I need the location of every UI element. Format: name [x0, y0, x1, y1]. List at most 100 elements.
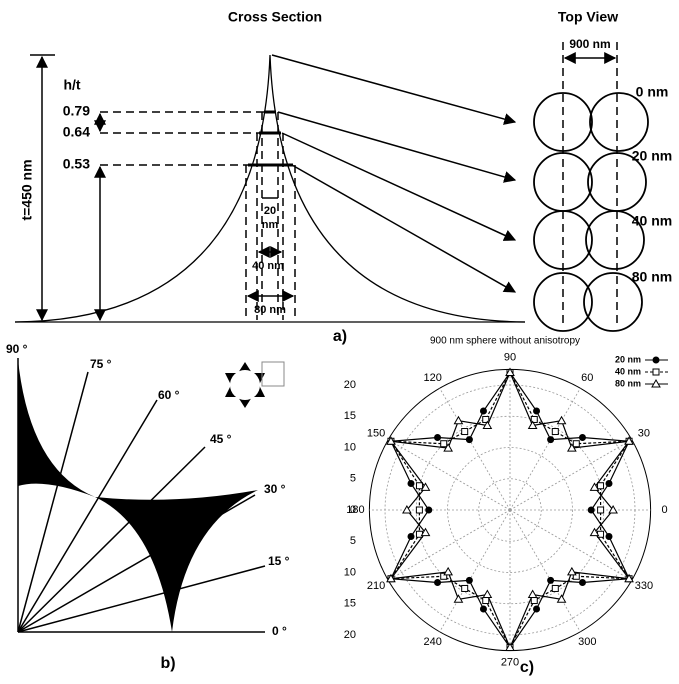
inset-box — [262, 362, 284, 386]
page: Cross Section Top View t=450 nm h/t 0.79… — [0, 0, 679, 684]
point — [425, 507, 432, 514]
angle-label: 75 ° — [90, 357, 112, 371]
width-label: 80 nm — [254, 304, 286, 316]
point — [462, 585, 468, 591]
point — [434, 434, 441, 441]
legend-label: 80 nm — [615, 378, 641, 388]
point — [552, 585, 558, 591]
inset-circle — [230, 370, 260, 400]
point — [483, 591, 491, 598]
r-tick-label: 15 — [344, 598, 356, 610]
ratio: 0.64 — [63, 124, 90, 140]
point — [547, 436, 554, 443]
r-tick-label: 10 — [344, 441, 356, 453]
point — [462, 429, 468, 435]
panel-label: c) — [520, 659, 534, 676]
cross-section-profile — [15, 55, 525, 322]
point — [444, 568, 452, 575]
thickness-label: t=450 nm — [19, 159, 35, 220]
ratio: 0.53 — [63, 156, 90, 172]
r-tick-label: 15 — [344, 410, 356, 422]
ratio: 0.79 — [63, 103, 90, 119]
angle-tick-label: 150 — [367, 428, 385, 440]
angle-label: 45 ° — [210, 432, 232, 446]
angle-tick-label: 90 — [504, 351, 516, 363]
point — [480, 605, 487, 612]
legend-label: 40 nm — [615, 366, 641, 376]
r-tick-label: 20 — [344, 379, 356, 391]
angle-label: 60 ° — [158, 388, 180, 402]
width-label: nm — [262, 219, 279, 231]
angle-label: 0 ° — [272, 624, 287, 638]
angle-label: 30 ° — [264, 482, 286, 496]
angle-tick-label: 60 — [581, 372, 593, 384]
point — [605, 533, 612, 540]
r-tick-label: 5 — [350, 535, 356, 547]
angle-tick-label: 300 — [578, 636, 596, 648]
point — [408, 480, 415, 487]
angle-tick-label: 0 — [662, 504, 668, 516]
point — [483, 598, 489, 604]
point — [588, 507, 595, 514]
spacing-label: 900 nm — [569, 37, 610, 51]
row-label: 40 nm — [632, 213, 672, 229]
point — [454, 417, 462, 424]
point — [416, 531, 422, 537]
point — [552, 429, 558, 435]
point — [416, 507, 422, 513]
point — [598, 531, 604, 537]
angle-label: 90 ° — [6, 342, 28, 356]
point — [466, 436, 473, 443]
row-label: 80 nm — [632, 269, 672, 285]
legend-marker — [653, 357, 660, 364]
point — [531, 598, 537, 604]
r-tick-label: 10 — [344, 566, 356, 578]
angle-tick-label: 30 — [638, 428, 650, 440]
chart-title: 900 nm sphere without anisotropy — [430, 336, 580, 347]
point — [558, 417, 566, 424]
angle-tick-label: 330 — [635, 580, 653, 592]
angle-tick-label: 120 — [424, 372, 442, 384]
point — [441, 441, 447, 447]
point — [579, 434, 586, 441]
point — [533, 408, 540, 415]
point — [573, 441, 579, 447]
row-label: 0 nm — [636, 84, 669, 100]
panel-label: b) — [160, 655, 175, 672]
panel-c: 900 nm sphere without anisotropy c) 0 5 5 1… — [344, 336, 668, 677]
point — [533, 605, 540, 612]
point — [568, 568, 576, 575]
legend-marker — [653, 369, 659, 375]
point — [416, 483, 422, 489]
panel-a-text: Cross Section Top View t=450 nm h/t 0.79… — [19, 9, 673, 346]
figure: Cross Section Top View t=450 nm h/t 0.79… — [0, 0, 679, 684]
point — [466, 577, 473, 584]
angle-tick-label: 210 — [367, 580, 385, 592]
panel-b: 90 ° 75 ° 60 ° 45 ° 30 ° 15 ° 0 ° b) — [6, 342, 290, 672]
row-label: 20 nm — [632, 148, 672, 164]
r-tick-label: 20 — [344, 629, 356, 641]
title: Cross Section — [228, 9, 322, 25]
panel-label: a) — [333, 328, 347, 345]
point — [529, 591, 537, 598]
angle-tick-label: 240 — [424, 636, 442, 648]
point — [598, 507, 604, 513]
point — [605, 480, 612, 487]
legend-label: 20 nm — [615, 354, 641, 364]
ratio-header: h/t — [63, 77, 80, 93]
width-label: 40 nm — [252, 260, 284, 272]
point — [579, 579, 586, 586]
point — [408, 533, 415, 540]
width-label: 20 — [264, 205, 276, 217]
point — [434, 579, 441, 586]
point — [480, 408, 487, 415]
point — [598, 483, 604, 489]
panel-a — [15, 42, 648, 331]
angle-label: 15 ° — [268, 554, 290, 568]
projection-arrows — [272, 55, 515, 292]
angle-tick-label: 270 — [501, 657, 519, 669]
point — [547, 577, 554, 584]
title: Top View — [558, 9, 618, 25]
r-tick-label: 5 — [350, 473, 356, 485]
angle-tick-label: 180 — [346, 504, 364, 516]
